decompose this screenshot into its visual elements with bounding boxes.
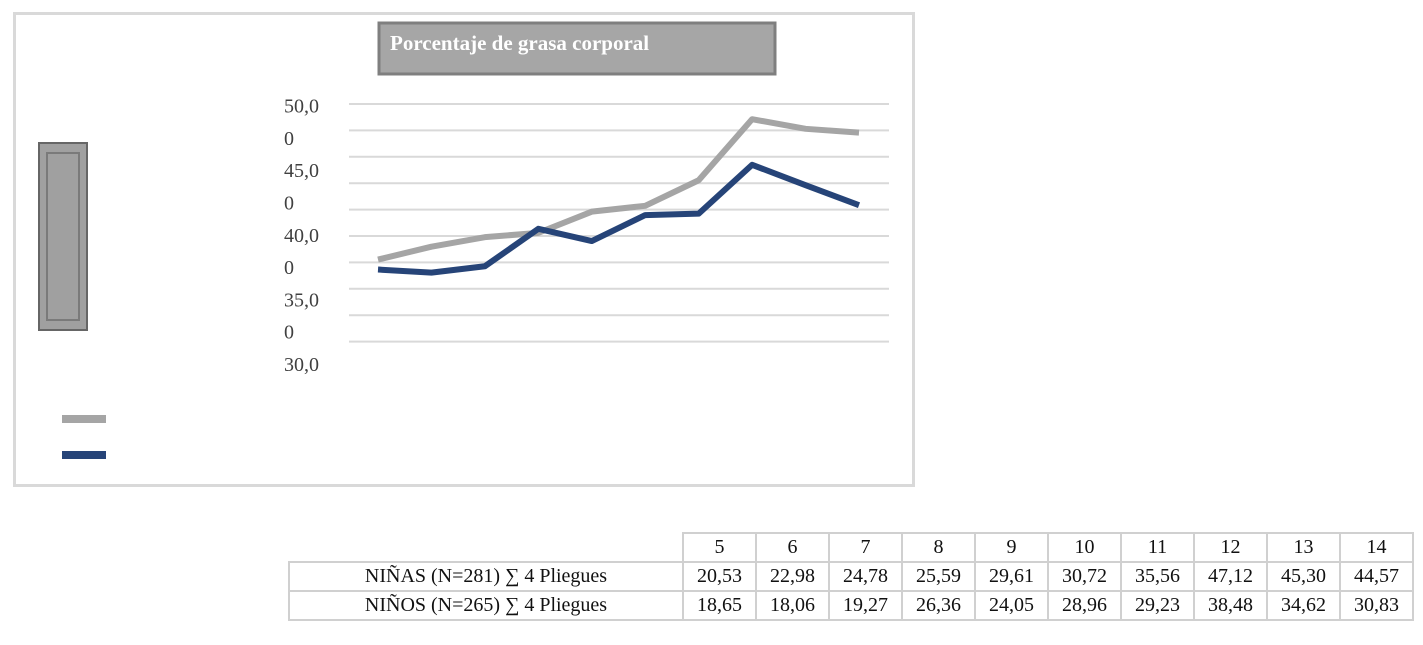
title-box — [377, 21, 777, 76]
num: 9 — [974, 532, 1049, 563]
y-tick-label: 40,0 — [284, 225, 319, 247]
num: 25,59 — [901, 561, 976, 592]
y-tick-label: 35,0 — [284, 289, 319, 311]
y-tick-label: 0 — [284, 257, 294, 279]
num: 7 — [828, 532, 903, 563]
num: 11 — [1120, 532, 1195, 563]
chart: Porcentaje de grasa corporal 50,0 0 45,0 0 4… — [13, 12, 915, 487]
data-row: NIÑOS (N=265) ∑ 4 Pliegues 18,65 18,06 19,2… — [288, 590, 1414, 621]
num: 29,61 — [974, 561, 1049, 592]
chart-frame — [13, 12, 915, 487]
lab: NIÑOS (N=265) ∑ 4 Pliegues — [288, 590, 684, 621]
series-line — [377, 116, 860, 263]
y-tick-label: 0 — [284, 192, 294, 214]
num: 12 — [1193, 532, 1268, 563]
num: 38,48 — [1193, 590, 1268, 621]
num: 44,57 — [1339, 561, 1414, 592]
blank — [289, 533, 683, 562]
num: 5 — [682, 532, 757, 563]
data-row: NIÑAS (N=281) ∑ 4 Pliegues 20,53 22,98 24,7… — [288, 561, 1414, 592]
num: 20,53 — [682, 561, 757, 592]
num: 30,72 — [1047, 561, 1122, 592]
num: 26,36 — [901, 590, 976, 621]
num: 6 — [755, 532, 830, 563]
num: 24,05 — [974, 590, 1049, 621]
num: 28,96 — [1047, 590, 1122, 621]
num: 35,56 — [1120, 561, 1195, 592]
num: 18,06 — [755, 590, 830, 621]
num: 29,23 — [1120, 590, 1195, 621]
num: 10 — [1047, 532, 1122, 563]
header-row: 5 6 7 8 9 10 11 12 13 14 — [289, 532, 1414, 563]
num: 14 — [1339, 532, 1414, 563]
num: 30,83 — [1339, 590, 1414, 621]
num: 19,27 — [828, 590, 903, 621]
data-table: 5 6 7 8 9 10 11 12 13 14 NIÑAS (N=281) ∑ 4 Pliegue… — [288, 532, 1414, 621]
chart-title: Porcentaje de grasa corporal — [390, 31, 649, 55]
y-tick-label: 50,0 — [284, 96, 319, 118]
y-tick-label: 45,0 — [284, 160, 319, 182]
y-tick-label: 0 — [284, 322, 294, 344]
y-tick-label: 0 — [284, 128, 294, 150]
axis-title-inner — [46, 152, 80, 321]
y-tick-label: 30,0 — [284, 354, 319, 376]
num: 34,62 — [1266, 590, 1341, 621]
num: 24,78 — [828, 561, 903, 592]
lab: NIÑAS (N=281) ∑ 4 Pliegues — [288, 561, 684, 592]
num: 47,12 — [1193, 561, 1268, 592]
num: 13 — [1266, 532, 1341, 563]
num: 18,65 — [682, 590, 757, 621]
num: 22,98 — [755, 561, 830, 592]
num: 8 — [901, 532, 976, 563]
series-line — [377, 161, 861, 276]
num: 45,30 — [1266, 561, 1341, 592]
